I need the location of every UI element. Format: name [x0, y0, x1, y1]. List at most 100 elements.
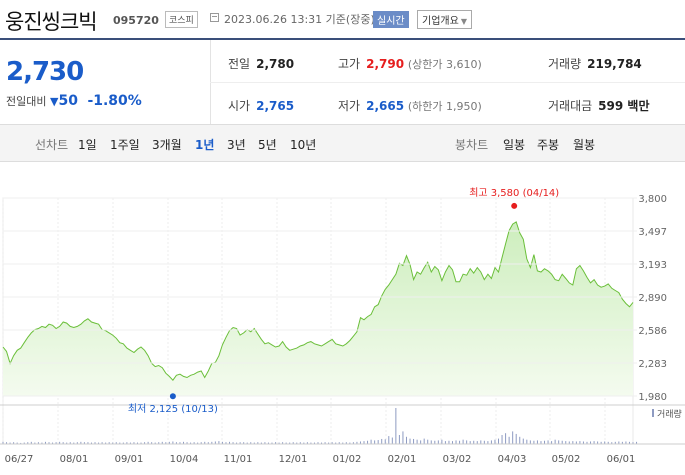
volume-bar [154, 442, 156, 444]
volume-bar [561, 440, 563, 444]
volume-bar [190, 442, 192, 444]
volume-bar [370, 439, 372, 444]
tab-1d[interactable]: 1일 [78, 138, 97, 152]
volume-bar [498, 438, 500, 444]
prev-close: 전일 2,780 [228, 55, 294, 72]
tab-3y[interactable]: 3년 [227, 138, 246, 152]
volume-bar [359, 441, 361, 444]
company-info-dropdown[interactable]: 기업개요 ▼ [417, 10, 472, 29]
volume-bar [41, 442, 43, 444]
volume-bar [289, 442, 291, 444]
x-axis: 06/27 08/01 09/01 10/04 11/01 12/01 01/02 02/01… [0, 443, 685, 465]
volume-bar [441, 439, 443, 444]
volume-bar [480, 440, 482, 444]
high-label: 고가 [338, 57, 361, 71]
volume-bar [540, 441, 542, 444]
y-tick-label: 3,497 [638, 227, 667, 238]
volume-bar [76, 442, 78, 444]
volume-bar [363, 441, 365, 444]
volume-bar [52, 442, 54, 444]
x-tick-label: 01/02 [333, 454, 362, 465]
volume-legend-swatch [652, 409, 654, 417]
volume-bar [434, 440, 436, 444]
volume-bar [579, 441, 581, 444]
volume-bar [597, 441, 599, 444]
volume-legend-label: 거래량 [657, 408, 682, 420]
volume-bar [565, 441, 567, 444]
volume-bar [264, 442, 266, 444]
volume-label: 거래량 [548, 57, 582, 71]
volume-bar [55, 442, 57, 444]
volume-bar [430, 440, 432, 444]
volume-bar [122, 442, 124, 444]
volume-bar [607, 441, 609, 444]
volume-bar [94, 442, 96, 444]
volume-bar [90, 442, 92, 444]
volume-bar [508, 436, 510, 444]
volume-bar [536, 440, 538, 444]
price-chart: 3,800 3,497 3,193 2,890 2,586 2,283 1,980 최고 3… [0, 187, 685, 465]
volume-bar [285, 442, 287, 444]
volume-bar [462, 439, 464, 444]
tab-weekly[interactable]: 주봉 [537, 138, 560, 152]
volume-bar [98, 442, 100, 444]
volume-bar [600, 441, 602, 444]
volume-bar [275, 442, 277, 444]
volume-bar [278, 442, 280, 444]
volume-bar [409, 438, 411, 444]
volume-bar [200, 442, 202, 444]
volume-bar [352, 442, 354, 444]
tab-daily[interactable]: 일봉 [503, 138, 526, 152]
volume-bar [614, 441, 616, 444]
volume-bar [62, 442, 64, 444]
volume-bar [377, 440, 379, 444]
volume-bar [522, 438, 524, 444]
timestamp: 2023.06.26 13:31 기준(장중) [224, 13, 375, 26]
tab-10y[interactable]: 10년 [290, 138, 317, 152]
volume-bar [44, 441, 46, 444]
volume-bar [621, 441, 623, 444]
volume-bar [183, 441, 185, 444]
volume-bar [512, 431, 514, 444]
volume-bar [459, 440, 461, 444]
volume-bar [59, 441, 61, 444]
volume-bar [147, 441, 149, 444]
tab-1y[interactable]: 1년 [195, 138, 215, 152]
volume-bar [13, 442, 15, 444]
volume-bar [342, 442, 344, 444]
min-marker [169, 393, 176, 400]
volume-bar [398, 435, 400, 444]
volume-bar [448, 440, 450, 444]
stock-code: 095720 [113, 14, 159, 27]
volume-bar [473, 440, 475, 444]
volume-bar [402, 431, 404, 444]
volume-bar [6, 442, 8, 444]
tab-5y[interactable]: 5년 [258, 138, 277, 152]
volume-bar [586, 441, 588, 444]
realtime-button[interactable]: 실시간 [373, 11, 409, 28]
y-tick-label: 3,800 [638, 194, 667, 205]
x-tick-label: 12/01 [279, 454, 308, 465]
volume-bar [487, 441, 489, 444]
max-label: 최고 3,580 (04/14) [469, 187, 559, 199]
volume-bar [271, 442, 273, 444]
volume-bar [105, 442, 107, 444]
amount: 거래대금 599 백만 [548, 97, 649, 114]
volume-bar [310, 442, 312, 444]
tab-1w[interactable]: 1주일 [110, 138, 140, 152]
tab-3m[interactable]: 3개월 [152, 138, 182, 152]
x-tick-label: 06/01 [607, 454, 636, 465]
change-value: 50 [58, 93, 78, 109]
volume-bar [632, 442, 634, 444]
max-marker [511, 202, 518, 209]
volume-bar [374, 440, 376, 444]
volume-bar [27, 442, 29, 444]
volume-bar [501, 435, 503, 444]
tab-monthly[interactable]: 월봉 [573, 138, 596, 152]
volume-bar [23, 442, 25, 444]
volume-bar [69, 442, 71, 444]
volume-bar [455, 440, 457, 444]
volume-bar [313, 442, 315, 444]
volume-bar [384, 439, 386, 444]
volume-bar [618, 441, 620, 444]
